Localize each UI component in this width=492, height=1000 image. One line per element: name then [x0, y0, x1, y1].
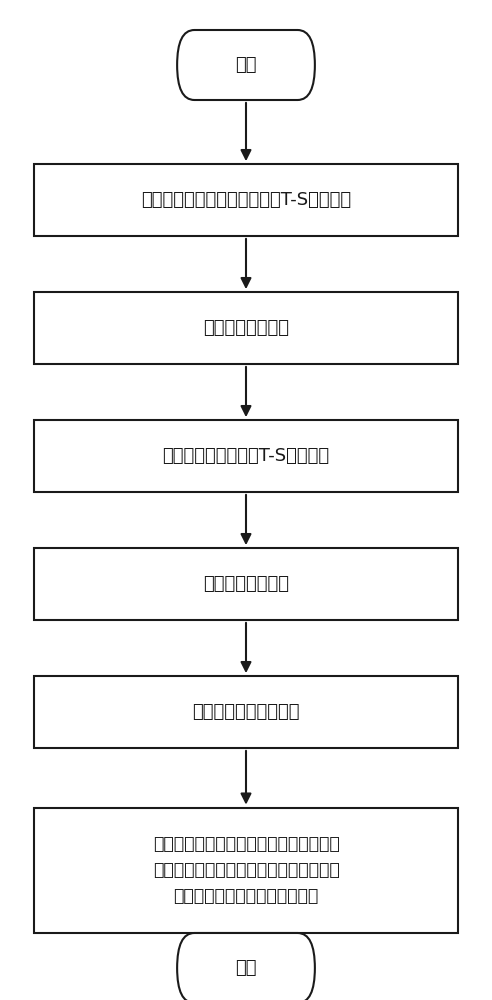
FancyBboxPatch shape — [177, 933, 315, 1000]
Text: 开始: 开始 — [235, 56, 257, 74]
Text: 建立故障检测滤波器T-S模糊模型: 建立故障检测滤波器T-S模糊模型 — [162, 447, 330, 465]
FancyBboxPatch shape — [34, 164, 458, 236]
FancyBboxPatch shape — [34, 292, 458, 364]
Text: 建立故障加权系统: 建立故障加权系统 — [203, 575, 289, 593]
Text: 建立残差评价函数和检测阈值，通过对比
残差评价函数和检测阈值的大小，检测非
线性网络控制系统故障是否发生: 建立残差评价函数和检测阈值，通过对比 残差评价函数和检测阈值的大小，检测非 线性… — [153, 835, 339, 905]
Text: 建立该非线性网络控制系统的T-S模糊模型: 建立该非线性网络控制系统的T-S模糊模型 — [141, 191, 351, 209]
FancyBboxPatch shape — [34, 548, 458, 620]
Text: 结束: 结束 — [235, 959, 257, 977]
FancyBboxPatch shape — [177, 30, 315, 100]
Text: 建立故障检测系统模型: 建立故障检测系统模型 — [192, 703, 300, 721]
FancyBboxPatch shape — [34, 420, 458, 492]
FancyBboxPatch shape — [34, 808, 458, 932]
Text: 设置事件触发条件: 设置事件触发条件 — [203, 319, 289, 337]
FancyBboxPatch shape — [34, 676, 458, 748]
